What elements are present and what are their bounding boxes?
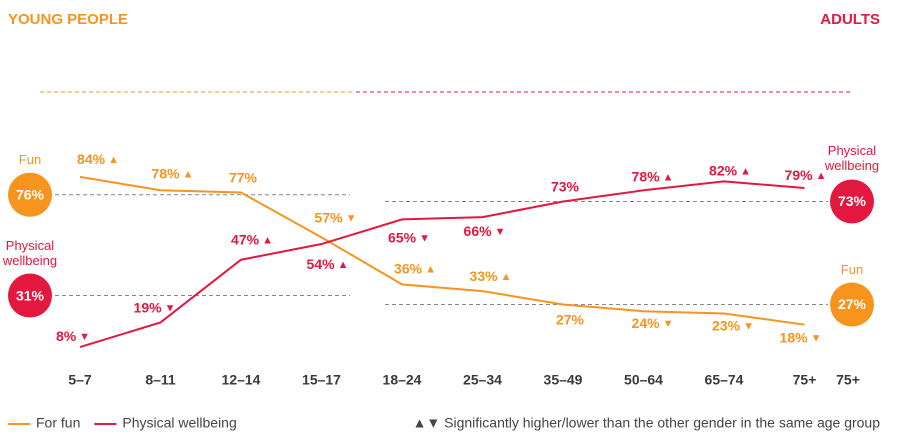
- badge: [830, 179, 874, 224]
- group-title: YOUNG PEOPLE: [8, 11, 128, 28]
- data-label: 24% ▼: [632, 315, 674, 331]
- significance-marker: ▼: [419, 232, 430, 244]
- x-tick-label: 8–11: [145, 372, 176, 388]
- significance-marker: ▲: [338, 259, 349, 271]
- badge-label: Physical wellbeing: [824, 143, 880, 174]
- value-label: 57%: [315, 209, 344, 225]
- x-tick-label: 75+: [836, 372, 860, 388]
- badge-label: Fun: [840, 261, 864, 277]
- badge-label: Fun: [18, 151, 42, 167]
- value-label: 73%: [551, 178, 580, 194]
- value-label: 36%: [394, 260, 423, 276]
- value-label: 65%: [388, 229, 417, 245]
- significance-marker: ▲: [816, 170, 827, 182]
- x-tick-label: 12–14: [222, 372, 261, 388]
- badge-value: 27%: [838, 296, 867, 312]
- data-label: 36% ▲: [394, 260, 436, 276]
- data-label: 54% ▲: [307, 256, 349, 272]
- badge-value: 76%: [16, 186, 45, 202]
- badge: [8, 273, 52, 318]
- x-tick-label: 50–64: [624, 372, 663, 388]
- badge-label: Physical wellbeing: [2, 237, 58, 268]
- x-tick-label: 15–17: [302, 372, 341, 388]
- legend-label: Physical wellbeing: [122, 415, 236, 431]
- significance-marker: ▼: [811, 333, 822, 345]
- data-label: 18% ▼: [780, 329, 822, 345]
- significance-marker: ▲: [425, 263, 436, 275]
- value-label: 33%: [470, 268, 499, 284]
- x-tick-label: 18–24: [383, 372, 422, 388]
- value-label: 23%: [712, 317, 741, 333]
- x-tick-label: 25–34: [463, 372, 502, 388]
- significance-marker: ▲: [183, 168, 194, 180]
- data-label: 19% ▼: [134, 299, 176, 315]
- significance-marker: ▲: [108, 154, 119, 166]
- value-label: 66%: [464, 223, 493, 239]
- legend-label: For fun: [36, 415, 80, 431]
- data-label: 79% ▲: [785, 167, 827, 183]
- data-label: 33% ▲: [470, 268, 512, 284]
- x-tick-label: 75+: [793, 372, 817, 388]
- significance-marker: ▼: [346, 212, 357, 224]
- data-label: 8% ▼: [56, 328, 90, 344]
- value-label: 84%: [77, 151, 106, 167]
- series-line: [79, 180, 805, 349]
- significance-marker: ▼: [165, 302, 176, 314]
- value-label: 77%: [229, 169, 258, 185]
- x-tick-label: 5–7: [68, 372, 92, 388]
- value-label: 18%: [780, 329, 809, 345]
- significance-marker: ▲: [740, 165, 751, 177]
- value-label: 82%: [709, 162, 738, 178]
- data-label: 78% ▲: [152, 165, 194, 181]
- badge-value: 31%: [16, 287, 45, 303]
- value-label: 78%: [152, 165, 181, 181]
- significance-marker: ▲: [663, 171, 674, 183]
- value-label: 27%: [556, 311, 585, 327]
- series-line: [79, 175, 805, 326]
- value-label: 8%: [56, 328, 77, 344]
- data-label: 84% ▲: [77, 151, 119, 167]
- significance-marker: ▲: [501, 271, 512, 283]
- value-label: 79%: [785, 167, 814, 183]
- badge: [830, 282, 874, 327]
- data-label: 23% ▼: [712, 317, 754, 333]
- x-tick-label: 35–49: [544, 372, 583, 388]
- value-label: 47%: [231, 231, 260, 247]
- significance-marker: ▼: [79, 331, 90, 343]
- data-label: 47% ▲: [231, 231, 273, 247]
- badge-value: 73%: [838, 193, 867, 209]
- data-label: 73%: [551, 178, 580, 194]
- significance-marker: ▲: [262, 235, 273, 247]
- group-title: ADULTS: [820, 11, 880, 28]
- data-label: 82% ▲: [709, 162, 751, 178]
- data-label: 77%: [229, 169, 258, 185]
- data-label: 66% ▼: [464, 223, 506, 239]
- data-label: 57% ▼: [315, 209, 357, 225]
- value-label: 78%: [632, 168, 661, 184]
- x-tick-label: 65–74: [705, 372, 744, 388]
- significance-marker: ▼: [495, 226, 506, 238]
- significance-marker: ▼: [743, 320, 754, 332]
- data-label: 27%: [556, 311, 585, 327]
- legend-note: ▲▼ Significantly higher/lower than the o…: [413, 415, 881, 431]
- badge: [8, 172, 52, 217]
- value-label: 19%: [134, 299, 163, 315]
- significance-marker: ▼: [663, 318, 674, 330]
- value-label: 54%: [307, 256, 336, 272]
- value-label: 24%: [632, 315, 661, 331]
- data-label: 78% ▲: [632, 168, 674, 184]
- data-label: 65% ▼: [388, 229, 430, 245]
